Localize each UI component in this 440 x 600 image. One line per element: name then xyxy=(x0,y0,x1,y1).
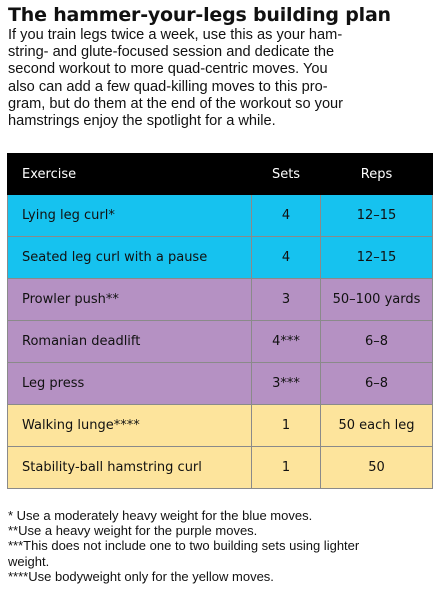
intro-line: If you train legs twice a week, use this… xyxy=(8,27,343,43)
exercise-cell: Romanian deadlift xyxy=(7,320,252,363)
sets-cell: 4 xyxy=(251,236,321,279)
header-exercise: Exercise xyxy=(7,153,252,195)
exercise-cell: Lying leg curl* xyxy=(7,194,252,237)
reps-cell: 50 each leg xyxy=(320,404,433,447)
table-row: Stability-ball hamstring curl 1 50 xyxy=(7,446,433,489)
intro-line: also can add a few quad-killing moves to… xyxy=(8,78,328,95)
header-reps: Reps xyxy=(320,153,433,195)
sets-cell: 4 xyxy=(251,194,321,237)
intro-line: gram, but do them at the end of the work… xyxy=(8,95,344,112)
intro-paragraph: If you train legs twice a week, use this… xyxy=(8,27,436,130)
footnote-line: weight. xyxy=(8,553,50,569)
exercise-cell: Leg press xyxy=(7,362,252,405)
exercise-cell: Prowler push** xyxy=(7,278,252,321)
table-row: Prowler push** 3 50–100 yards xyxy=(7,278,433,321)
table-row: Leg press 3*** 6–8 xyxy=(7,362,433,405)
footnote-line: ***This does not include one to two buil… xyxy=(8,538,360,554)
table-header-row: Exercise Sets Reps xyxy=(7,153,433,195)
table-row: Walking lunge**** 1 50 each leg xyxy=(7,404,433,447)
workout-plan-table: Exercise Sets Reps Lying leg curl* 4 12–… xyxy=(7,153,433,489)
sets-cell: 3 xyxy=(251,278,321,321)
sets-cell: 1 xyxy=(251,404,321,447)
exercise-cell: Seated leg curl with a pause xyxy=(7,236,252,279)
reps-cell: 6–8 xyxy=(320,320,433,363)
reps-cell: 12–15 xyxy=(320,194,433,237)
sets-cell: 3*** xyxy=(251,362,321,405)
reps-cell: 50 xyxy=(320,446,433,489)
table-row: Seated leg curl with a pause 4 12–15 xyxy=(7,236,433,279)
intro-line: hamstrings enjoy the spotlight for a whi… xyxy=(8,113,276,130)
table-row: Romanian deadlift 4*** 6–8 xyxy=(7,320,433,363)
footnote-line: ****Use bodyweight only for the yellow m… xyxy=(8,568,274,584)
header-sets: Sets xyxy=(251,153,321,195)
page-title: The hammer-your-legs building plan xyxy=(8,4,391,26)
exercise-cell: Walking lunge**** xyxy=(7,404,252,447)
reps-cell: 50–100 yards xyxy=(320,278,433,321)
footnote-line: **Use a heavy weight for the purple move… xyxy=(8,523,258,539)
intro-line: string- and glute-focused session and de… xyxy=(8,44,335,61)
reps-cell: 6–8 xyxy=(320,362,433,405)
exercise-cell: Stability-ball hamstring curl xyxy=(7,446,252,489)
footnote-line: * Use a moderately heavy weight for the … xyxy=(8,508,313,523)
sets-cell: 1 xyxy=(251,446,321,489)
table-row: Lying leg curl* 4 12–15 xyxy=(7,194,433,237)
intro-line: second workout to more quad-centric move… xyxy=(8,61,328,78)
footnotes: * Use a moderately heavy weight for the … xyxy=(8,508,436,584)
reps-cell: 12–15 xyxy=(320,236,433,279)
sets-cell: 4*** xyxy=(251,320,321,363)
